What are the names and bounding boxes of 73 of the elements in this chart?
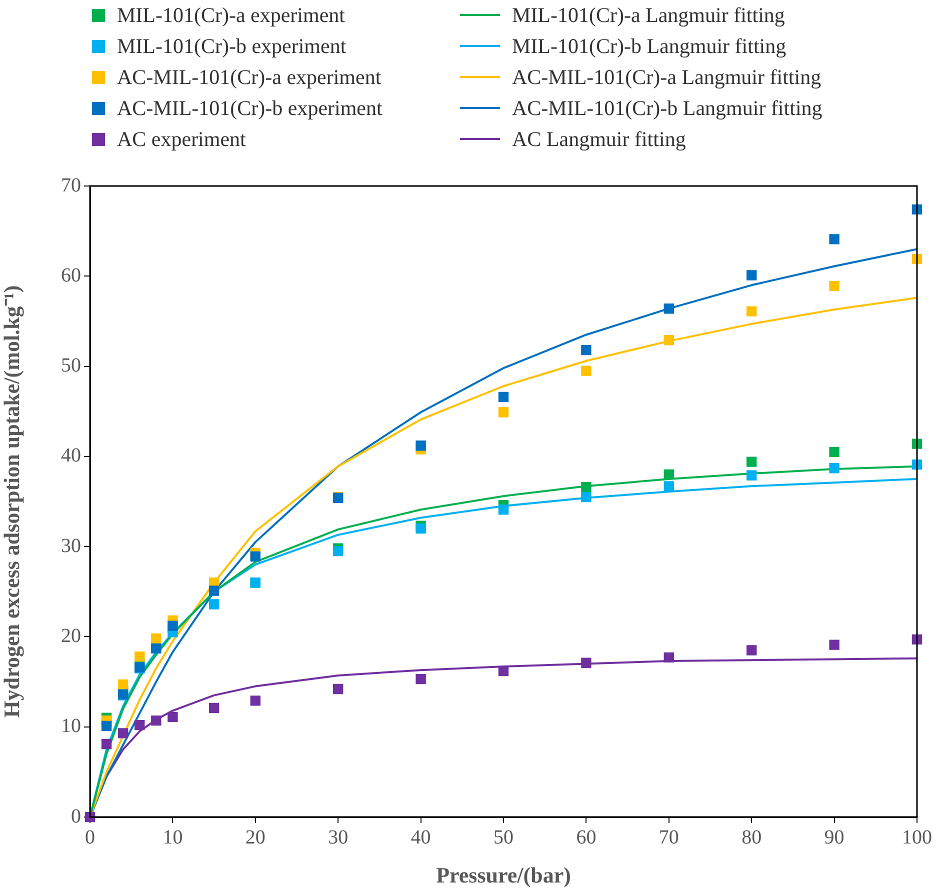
- point: [581, 344, 592, 356]
- y-tick-label: 0: [71, 805, 81, 828]
- x-tick-label: 90: [824, 826, 844, 848]
- x-axis-title: Pressure/(bar): [436, 862, 571, 888]
- point: [664, 481, 674, 492]
- x-tick-label: 10: [162, 826, 183, 848]
- point: [101, 720, 112, 732]
- y-tick-label: 50: [61, 354, 81, 377]
- point: [208, 702, 220, 714]
- point: [151, 715, 162, 726]
- point: [746, 306, 757, 316]
- point: [118, 679, 128, 690]
- x-tick-label: 0: [85, 826, 95, 848]
- legend-label: MIL-101(Cr)-b Langmuir fitting: [512, 34, 786, 58]
- legend-label: AC experiment: [117, 126, 246, 152]
- legend-label: MIL-101(Cr)-a experiment: [117, 2, 345, 28]
- point: [333, 684, 344, 694]
- x-tick-label: 100: [902, 826, 932, 848]
- point: [746, 270, 757, 280]
- point: [829, 640, 840, 650]
- point: [664, 304, 674, 314]
- y-tick-label: 20: [61, 624, 81, 647]
- x-tick-label: 40: [410, 826, 431, 848]
- legend-label: AC-MIL-101(Cr)-b experiment: [117, 96, 382, 120]
- point: [746, 456, 757, 467]
- point: [250, 551, 260, 562]
- x-tick-label: 50: [494, 826, 514, 848]
- point: [416, 523, 426, 534]
- point: [168, 712, 178, 722]
- point: [333, 546, 344, 556]
- point: [151, 633, 162, 644]
- point: [118, 728, 128, 738]
- point: [664, 335, 674, 346]
- point: [581, 492, 592, 502]
- point: [498, 666, 509, 676]
- point: [829, 280, 840, 292]
- point: [208, 586, 220, 596]
- x-tick-label: 30: [328, 826, 348, 848]
- point: [101, 738, 112, 750]
- point: [664, 469, 674, 480]
- point: [498, 504, 509, 515]
- point: [208, 599, 220, 610]
- point: [581, 366, 592, 376]
- point: [829, 463, 840, 474]
- point: [416, 674, 426, 684]
- y-tick-label: 40: [61, 444, 81, 467]
- x-tick-label: 80: [742, 826, 762, 848]
- point: [829, 234, 840, 244]
- point: [664, 652, 674, 663]
- x-tick-label: 20: [245, 826, 266, 848]
- x-tick-label: 70: [658, 826, 679, 848]
- y-tick-label: 10: [61, 715, 81, 738]
- legend-label: AC Langmuir fitting: [512, 126, 686, 152]
- legend-label: MIL-101(Cr)-b experiment: [117, 34, 346, 58]
- point: [498, 392, 509, 402]
- point: [581, 658, 592, 668]
- point: [416, 440, 426, 451]
- point: [581, 482, 592, 492]
- legend-label: AC-MIL-101(Cr)-b Langmuir fitting: [512, 96, 822, 120]
- point: [746, 470, 757, 480]
- point: [498, 407, 509, 418]
- y-tick-label: 30: [61, 534, 81, 557]
- legend-label: AC-MIL-101(Cr)-a Langmuir fitting: [512, 64, 822, 90]
- y-axis-title: Hydrogen excess adsorption uptake/(mol.kg⁻¹): [0, 285, 24, 718]
- point: [250, 696, 260, 706]
- y-tick-label: 60: [61, 264, 81, 286]
- point: [746, 645, 757, 656]
- point: [134, 720, 145, 730]
- legend-label: AC-MIL-101(Cr)-a experiment: [117, 64, 382, 90]
- y-tick-label: 70: [61, 174, 81, 196]
- point: [829, 446, 840, 458]
- legend-label: MIL-101(Cr)-a Langmuir fitting: [512, 2, 785, 28]
- x-tick-label: 60: [576, 826, 596, 848]
